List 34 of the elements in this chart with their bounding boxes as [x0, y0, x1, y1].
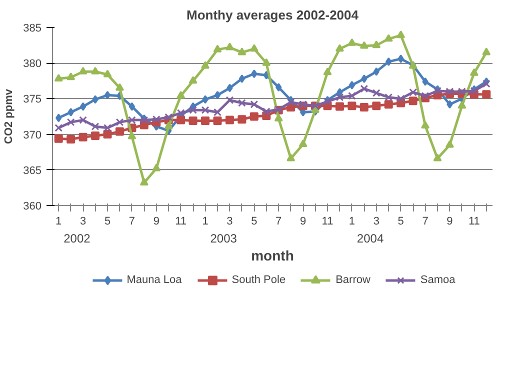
x-tick-label: 11: [175, 216, 187, 228]
x-axis-title: month: [251, 248, 294, 264]
y-tick-label: 385: [23, 22, 42, 34]
x-tick-label: 5: [251, 216, 258, 228]
legend-label: Samoa: [420, 274, 456, 286]
legend-label: South Pole: [232, 274, 286, 286]
x-tick-label: 7: [128, 216, 136, 228]
x-tick-label: 11: [468, 216, 480, 228]
x-tick-label: 11: [322, 216, 334, 228]
x-tick-label: 7: [422, 216, 428, 228]
x-tick-label: 5: [398, 216, 404, 228]
x-tick-label: 7: [276, 216, 282, 228]
x-tick-label: 3: [80, 216, 86, 228]
y-tick-label: 370: [23, 129, 42, 142]
text: 2003: [210, 232, 238, 246]
x-tick-label: 3: [226, 216, 233, 228]
y-tick-label: 380: [23, 58, 42, 70]
x-tick-label: 1: [56, 216, 62, 228]
text: 2002: [64, 232, 91, 246]
x-tick-label: 9: [446, 216, 453, 228]
x-tick-label: 1: [202, 216, 208, 228]
x-tick-label: 9: [153, 216, 160, 228]
y-axis-title: CO2 ppmv: [3, 88, 16, 144]
legend-label: Barrow: [336, 274, 370, 286]
y-tick-label: 360: [23, 200, 42, 212]
x-tick-label: 1: [348, 216, 356, 228]
legend-label: Mauna Loa: [126, 274, 182, 286]
x-tick-label: 3: [373, 216, 380, 228]
y-tick-label: 365: [23, 164, 42, 177]
y-tick-label: 375: [23, 94, 42, 106]
x-tick-label: 9: [300, 216, 306, 228]
text: 2004: [356, 232, 384, 246]
chart-title: Monthy averages 2002-2004: [186, 8, 360, 22]
x-tick-label: 5: [104, 216, 111, 228]
